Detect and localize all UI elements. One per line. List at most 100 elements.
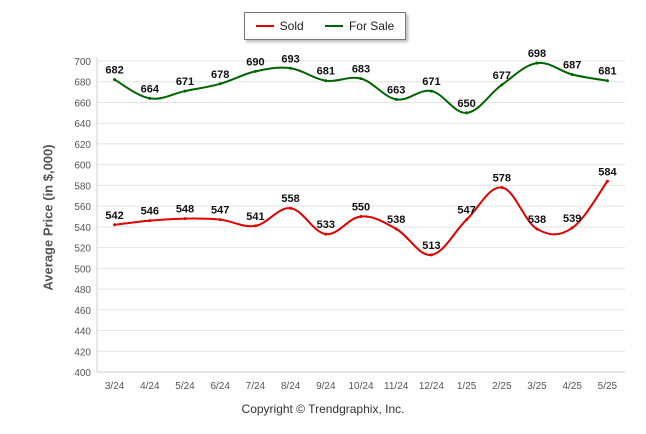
x-tick-label: 6/24 (210, 381, 230, 392)
y-tick-label: 460 (74, 306, 91, 317)
data-point-sold (218, 218, 222, 222)
data-label-sold: 533 (317, 219, 335, 231)
x-tick-label: 5/25 (598, 381, 618, 392)
data-label-for-sale: 664 (141, 83, 160, 95)
data-label-for-sale: 671 (176, 76, 194, 88)
data-point-sold (359, 215, 363, 218)
y-tick-label: 440 (74, 327, 91, 338)
grid-lines (96, 57, 625, 373)
data-label-for-sale: 678 (211, 69, 229, 81)
data-point-sold (394, 227, 398, 231)
data-label-sold: 513 (422, 240, 440, 252)
x-tick-label: 1/25 (457, 381, 477, 392)
data-point-for-sale (289, 66, 293, 70)
data-point-sold (324, 232, 328, 236)
data-point-for-sale (500, 83, 504, 87)
data-point-for-sale (394, 97, 398, 101)
data-label-for-sale: 681 (598, 66, 616, 78)
x-tick-label: 5/24 (175, 381, 195, 392)
data-label-for-sale: 693 (281, 53, 299, 65)
y-tick-label: 400 (74, 368, 91, 379)
x-tick-label: 10/24 (348, 381, 373, 392)
y-tick-label: 680 (74, 78, 91, 89)
data-point-sold (500, 185, 504, 189)
x-tick-label: 11/24 (384, 381, 409, 392)
data-point-sold (148, 219, 152, 223)
legend-label-for-sale: For Sale (348, 19, 395, 33)
data-labels: 542 546 548 547 541 558 533 550 538 513 547 578 538 5… (105, 48, 617, 252)
x-tick-label: 3/25 (527, 381, 547, 392)
data-point-for-sale (218, 82, 222, 86)
data-label-for-sale: 677 (493, 70, 511, 82)
legend-swatch-for-sale (324, 25, 343, 27)
data-point-for-sale (183, 89, 187, 93)
x-tick-label: 4/24 (140, 381, 160, 392)
y-tick-label: 560 (74, 202, 91, 213)
x-tick-label: 12/24 (419, 381, 444, 392)
data-point-for-sale (148, 96, 152, 100)
y-tick-label: 480 (74, 285, 91, 296)
x-tick-label: 2/25 (492, 381, 512, 392)
data-label-sold: 548 (176, 204, 194, 216)
legend: Sold For Sale (244, 12, 406, 40)
data-label-for-sale: 682 (105, 65, 123, 77)
data-label-sold: 550 (352, 202, 370, 214)
y-tick-label: 500 (74, 264, 91, 275)
data-label-sold: 542 (105, 210, 123, 222)
data-point-sold (183, 217, 187, 221)
data-label-for-sale: 687 (563, 59, 581, 71)
data-point-for-sale (605, 79, 609, 83)
data-label-sold: 578 (493, 172, 511, 184)
data-point-for-sale (429, 89, 433, 93)
y-tick-label: 580 (74, 181, 91, 192)
data-point-sold (429, 253, 433, 257)
data-label-sold: 539 (563, 213, 581, 225)
data-label-for-sale: 698 (528, 48, 546, 60)
data-point-for-sale (113, 78, 117, 82)
data-label-sold: 558 (281, 193, 299, 205)
legend-item-for-sale[interactable]: For Sale (324, 19, 395, 33)
data-label-for-sale: 650 (457, 98, 475, 110)
data-point-for-sale (359, 77, 363, 81)
y-tick-label: 640 (74, 119, 91, 130)
data-label-for-sale: 683 (352, 64, 370, 76)
data-point-for-sale (570, 72, 574, 76)
x-tick-label: 7/24 (246, 381, 266, 392)
legend-item-sold[interactable]: Sold (255, 19, 304, 33)
y-tick-label: 540 (74, 223, 91, 234)
x-tick-label: 9/24 (316, 381, 336, 392)
data-point-for-sale (465, 111, 469, 115)
legend-swatch-sold (255, 25, 274, 27)
data-label-sold: 547 (457, 205, 475, 217)
data-label-sold: 541 (246, 211, 264, 223)
data-point-for-sale (253, 69, 257, 73)
data-point-for-sale (535, 61, 539, 65)
y-tick-label: 600 (74, 161, 91, 172)
data-point-sold (535, 227, 539, 231)
data-label-for-sale: 671 (422, 76, 440, 88)
data-label-for-sale: 663 (387, 84, 405, 96)
data-label-sold: 547 (211, 205, 229, 217)
series-lines (113, 61, 609, 257)
data-point-sold (605, 179, 609, 183)
data-label-sold: 546 (141, 206, 159, 218)
data-label-sold: 538 (387, 214, 405, 226)
data-point-sold (253, 224, 257, 228)
legend-label-sold: Sold (279, 19, 304, 33)
data-point-sold (113, 223, 117, 227)
data-label-for-sale: 690 (246, 56, 264, 68)
y-tick-label: 620 (74, 140, 91, 151)
x-tick-label: 8/24 (281, 381, 301, 392)
y-tick-label: 420 (74, 347, 91, 358)
y-tick-label: 520 (74, 244, 91, 255)
y-tick-label: 700 (74, 57, 91, 68)
data-point-for-sale (324, 79, 328, 83)
x-tick-label: 3/24 (105, 381, 125, 392)
y-axis-ticks: 400 420 440 460 480 500 520 540 560 580 600 620 640 6… (74, 57, 91, 379)
copyright-text: Copyright © Trendgraphix, Inc. (241, 402, 405, 416)
data-point-sold (570, 226, 574, 230)
x-axis-ticks: 3/24 4/24 5/24 6/24 7/24 8/24 9/24 10/24 11/24 12… (105, 381, 618, 392)
x-tick-label: 4/25 (562, 381, 582, 392)
data-label-sold: 538 (528, 214, 546, 226)
